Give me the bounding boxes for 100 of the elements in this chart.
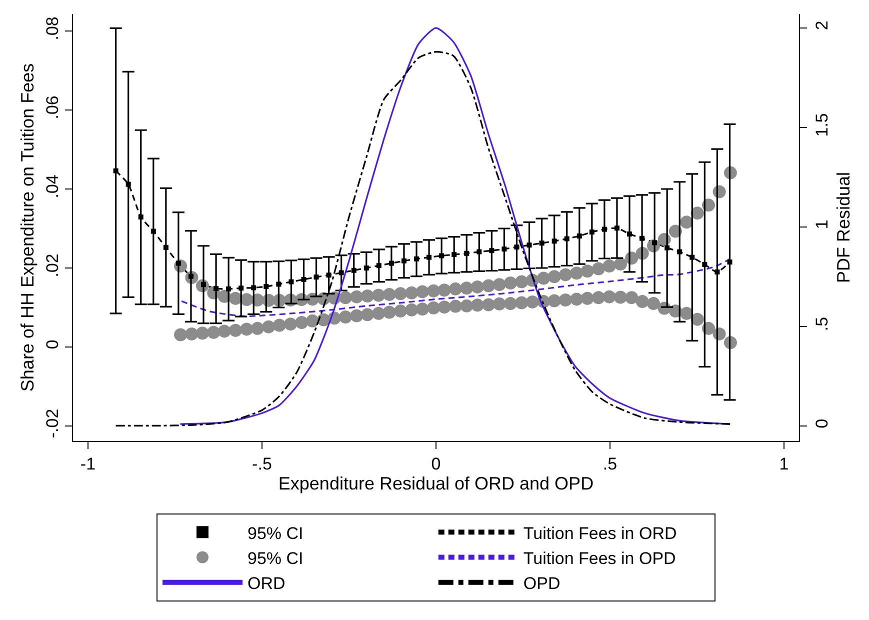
point xyxy=(427,284,440,298)
point xyxy=(427,301,440,314)
y2-tick-label: 0 xyxy=(812,418,832,428)
x-tick-label: 1 xyxy=(779,454,789,474)
point xyxy=(394,304,407,318)
point xyxy=(640,236,645,241)
point xyxy=(504,276,517,290)
point xyxy=(702,262,708,267)
point xyxy=(464,250,470,256)
point xyxy=(138,214,144,220)
y-tick-label: .08 xyxy=(43,16,62,40)
y-tick-label: .06 xyxy=(43,96,62,120)
point xyxy=(372,288,386,302)
point xyxy=(470,298,484,312)
point xyxy=(592,291,606,304)
y2-tick-label: 1 xyxy=(812,220,832,230)
point xyxy=(240,322,254,336)
point xyxy=(448,282,462,296)
point xyxy=(548,294,561,308)
point xyxy=(272,318,286,332)
legend-label: Tuition Fees in ORD xyxy=(523,524,677,543)
point xyxy=(476,249,482,254)
point xyxy=(589,230,594,235)
legend-label: ORD xyxy=(248,574,286,593)
y2-tick-label: 1.5 xyxy=(812,113,832,137)
point xyxy=(690,312,704,326)
point xyxy=(504,297,517,310)
point xyxy=(548,270,561,284)
point xyxy=(405,303,418,316)
point xyxy=(251,285,256,290)
point xyxy=(388,260,394,266)
point xyxy=(364,265,369,270)
point xyxy=(470,280,484,294)
point xyxy=(690,206,704,220)
point xyxy=(218,324,231,338)
point xyxy=(564,236,570,242)
point xyxy=(360,308,374,322)
point xyxy=(350,290,364,304)
point xyxy=(276,282,282,287)
point xyxy=(526,242,532,248)
point xyxy=(339,291,352,304)
y-tick-label: .02 xyxy=(43,254,62,278)
point xyxy=(150,228,156,234)
point xyxy=(526,295,539,308)
point xyxy=(580,264,594,278)
y2-axis-title: PDF Residual xyxy=(834,172,854,284)
point xyxy=(647,297,660,310)
legend-label: OPD xyxy=(523,574,560,593)
point xyxy=(570,266,584,280)
point xyxy=(570,292,584,306)
point xyxy=(690,254,695,260)
point xyxy=(295,316,308,329)
point xyxy=(339,310,352,324)
x-axis-title: Expenditure Residual of ORD and OPD xyxy=(278,474,594,494)
legend-label: Tuition Fees in OPD xyxy=(523,548,676,568)
point xyxy=(452,252,457,258)
point xyxy=(614,290,627,304)
x-tick-label: -.5 xyxy=(252,454,272,474)
point xyxy=(552,238,557,244)
point xyxy=(502,246,507,252)
point xyxy=(636,295,649,308)
point xyxy=(174,328,188,342)
point xyxy=(515,296,528,310)
point xyxy=(360,290,374,303)
y-axis-title: Share of HH Expenditure on Tuition Fees xyxy=(17,63,38,392)
point xyxy=(262,320,276,334)
point xyxy=(372,306,386,320)
x-tick-label: -1 xyxy=(80,454,96,474)
point xyxy=(602,226,607,232)
point xyxy=(602,290,616,304)
point xyxy=(514,244,520,250)
point xyxy=(113,168,118,174)
point xyxy=(250,322,264,335)
point xyxy=(664,245,670,250)
point xyxy=(382,288,396,301)
point xyxy=(163,244,168,250)
point xyxy=(537,272,550,285)
point xyxy=(376,263,382,268)
point xyxy=(229,324,242,337)
legend-label: 95% CI xyxy=(248,524,304,543)
point xyxy=(460,282,474,295)
y-tick-label: -.02 xyxy=(43,408,62,438)
point xyxy=(426,254,432,260)
point xyxy=(614,226,620,231)
point xyxy=(482,279,496,292)
point xyxy=(229,292,242,305)
y-tick-label: .04 xyxy=(43,174,62,198)
point xyxy=(727,260,732,265)
point xyxy=(207,326,220,339)
point xyxy=(460,299,474,312)
point xyxy=(185,327,198,340)
point xyxy=(625,291,638,304)
x-tick-label: 0 xyxy=(431,454,441,474)
point xyxy=(326,272,332,278)
point xyxy=(196,326,209,340)
point xyxy=(558,293,572,306)
point xyxy=(492,278,506,292)
legend-label: 95% CI xyxy=(248,548,304,568)
point xyxy=(714,269,720,274)
point xyxy=(580,292,594,305)
